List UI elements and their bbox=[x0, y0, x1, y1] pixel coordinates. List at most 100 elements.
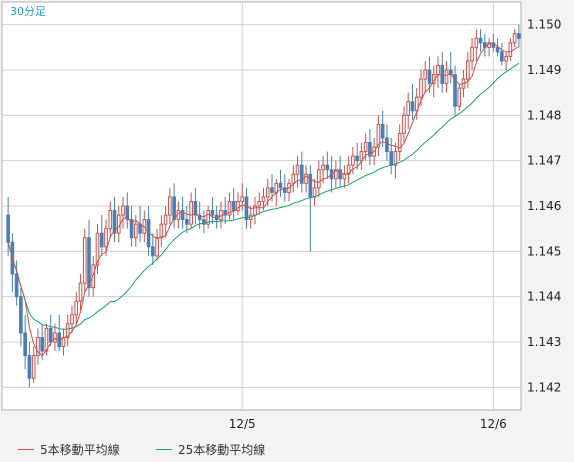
candle-body bbox=[325, 164, 330, 171]
candle-body bbox=[291, 173, 296, 184]
candle-body bbox=[385, 137, 389, 153]
candle-body bbox=[517, 33, 521, 39]
candle-body bbox=[257, 200, 262, 207]
candle-body bbox=[197, 214, 202, 221]
candle-body bbox=[448, 69, 453, 76]
candle-body bbox=[159, 223, 164, 239]
candle-body bbox=[31, 355, 36, 379]
candle-body bbox=[129, 219, 134, 239]
candle-body bbox=[36, 336, 40, 357]
candle-body bbox=[457, 87, 462, 107]
candle-body bbox=[189, 200, 193, 225]
candle-body bbox=[270, 187, 274, 193]
candle-body bbox=[210, 210, 215, 216]
ma25-line bbox=[7, 62, 520, 330]
candle-body bbox=[346, 164, 351, 175]
candle-body bbox=[19, 296, 23, 334]
candle-body bbox=[6, 214, 10, 243]
y-tick-label: 1.149 bbox=[527, 63, 561, 77]
timeframe-label: 30分足 bbox=[10, 5, 46, 18]
candle-body bbox=[121, 205, 125, 216]
candle-body bbox=[380, 123, 385, 139]
legend-item-ma5: 5本移動平均線 bbox=[18, 441, 120, 458]
candle-body bbox=[444, 69, 449, 85]
candle-body bbox=[151, 246, 155, 257]
candle-body bbox=[427, 69, 432, 85]
candle-body bbox=[104, 228, 108, 248]
candle-body bbox=[436, 64, 440, 76]
candle-body bbox=[508, 42, 513, 57]
x-tick-label: 12/6 bbox=[480, 417, 507, 431]
candle-body bbox=[261, 196, 266, 202]
candle-body bbox=[504, 55, 508, 62]
candle-body bbox=[299, 164, 304, 184]
candle-body bbox=[402, 114, 406, 134]
candle-body bbox=[355, 155, 359, 162]
candle-body bbox=[65, 323, 70, 338]
candle-body bbox=[82, 237, 87, 284]
candle-body bbox=[368, 142, 372, 157]
candle-body bbox=[317, 169, 321, 189]
candle-body bbox=[397, 132, 402, 153]
candle-body bbox=[108, 210, 113, 230]
y-tick-label: 1.150 bbox=[527, 18, 561, 32]
y-tick-label: 1.146 bbox=[527, 199, 561, 213]
candle-body bbox=[321, 164, 325, 171]
candle-body bbox=[278, 182, 283, 189]
candle-body bbox=[512, 33, 517, 44]
candle-body bbox=[338, 169, 342, 180]
candle-body bbox=[265, 187, 270, 198]
candle-body bbox=[227, 200, 232, 216]
legend-line-ma5 bbox=[18, 449, 34, 450]
candle-body bbox=[138, 223, 142, 234]
candle-body bbox=[363, 142, 368, 153]
legend-item-ma25: 25本移動平均線 bbox=[156, 441, 265, 458]
candle-body bbox=[236, 200, 240, 212]
candle-body bbox=[244, 196, 249, 221]
candle-body bbox=[359, 151, 364, 162]
y-tick-label: 1.144 bbox=[527, 290, 561, 304]
candle-body bbox=[240, 196, 245, 202]
candle-body bbox=[172, 196, 176, 221]
candle-body bbox=[282, 187, 287, 193]
candle-body bbox=[474, 37, 479, 48]
candle-body bbox=[470, 46, 474, 62]
y-tick-label: 1.148 bbox=[527, 108, 561, 122]
y-tick-label: 1.143 bbox=[527, 335, 561, 349]
candle-body bbox=[27, 355, 32, 379]
candle-body bbox=[453, 74, 457, 107]
candle-body bbox=[206, 210, 210, 225]
x-tick-label: 12/5 bbox=[229, 417, 256, 431]
candle-body bbox=[155, 237, 159, 257]
candle-body bbox=[308, 173, 313, 198]
candle-body bbox=[202, 219, 206, 225]
candle-body bbox=[112, 210, 117, 234]
candle-body bbox=[125, 205, 130, 221]
candle-body bbox=[223, 210, 228, 216]
candle-body bbox=[304, 173, 308, 184]
legend-label-ma5: 5本移動平均線 bbox=[40, 443, 120, 457]
candle-body bbox=[274, 182, 279, 193]
chart-legend: 5本移動平均線 25本移動平均線 bbox=[0, 434, 574, 462]
candle-body bbox=[95, 232, 100, 266]
candle-body bbox=[40, 336, 44, 352]
candle-body bbox=[423, 69, 428, 80]
candle-body bbox=[23, 332, 27, 357]
candle-body bbox=[342, 173, 347, 180]
candle-body bbox=[406, 101, 411, 116]
legend-line-ma25 bbox=[156, 449, 172, 450]
candle-body bbox=[44, 327, 49, 352]
candle-body bbox=[410, 101, 415, 112]
candle-body bbox=[419, 78, 423, 98]
candle-body bbox=[74, 300, 79, 316]
candle-body bbox=[465, 60, 470, 80]
candle-body bbox=[393, 151, 398, 166]
y-tick-label: 1.145 bbox=[527, 244, 561, 258]
candle-body bbox=[389, 151, 394, 166]
candle-body bbox=[495, 46, 500, 53]
candle-body bbox=[61, 336, 66, 348]
candle-body bbox=[14, 273, 19, 298]
ma5-line bbox=[7, 43, 520, 357]
candle-body bbox=[185, 219, 189, 225]
